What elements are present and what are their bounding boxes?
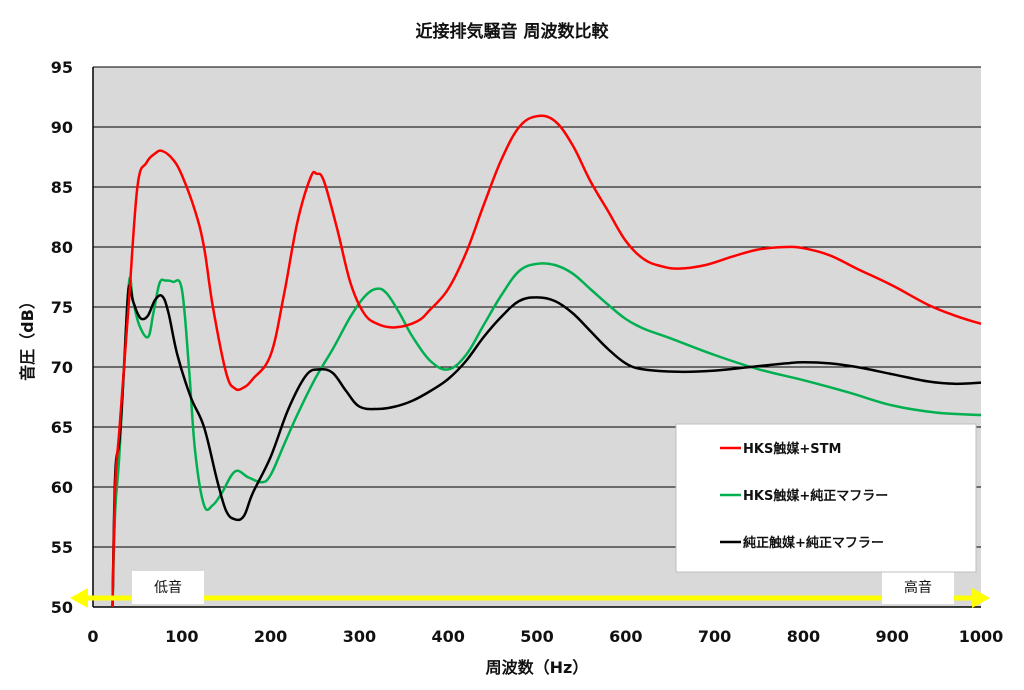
y-tick-label: 75 [51, 298, 73, 317]
legend-label: HKS触媒+純正マフラー [743, 488, 888, 504]
y-tick-label: 55 [51, 538, 73, 557]
y-tick-label: 50 [51, 598, 73, 617]
y-tick-label: 65 [51, 418, 73, 437]
gridlines [92, 66, 981, 608]
series-line-2 [111, 284, 982, 608]
high-label-box [882, 571, 954, 604]
series-line-1 [111, 261, 982, 608]
x-tick-label: 600 [609, 627, 642, 646]
chart-title: 近接排気騒音 周波数比較 [416, 21, 610, 42]
y-axis-ticks: 50 55 60 65 70 75 80 85 90 95 [51, 58, 73, 617]
low-label: 低音 [154, 579, 182, 596]
x-tick-label: 900 [875, 627, 908, 646]
x-tick-label: 400 [431, 627, 464, 646]
frequency-range-arrow: 低音 高音 [70, 571, 990, 608]
arrow-right-head [972, 588, 990, 608]
arrow-left-head [70, 588, 88, 608]
y-tick-label: 80 [51, 238, 73, 257]
x-tick-label: 300 [343, 627, 376, 646]
low-label-box [132, 571, 204, 604]
legend-label: HKS触媒+STM [743, 441, 841, 457]
y-axis-label: 音圧（dB） [18, 293, 37, 381]
x-tick-label: 200 [254, 627, 287, 646]
x-tick-label: 700 [698, 627, 731, 646]
series-line-0 [111, 114, 982, 608]
legend-label: 純正触媒+純正マフラー [743, 535, 884, 551]
x-tick-label: 500 [520, 627, 553, 646]
x-tick-label: 800 [787, 627, 820, 646]
y-tick-label: 60 [51, 478, 73, 497]
x-axis-label: 周波数（Hz） [486, 658, 589, 677]
y-tick-label: 95 [51, 58, 73, 77]
high-label: 高音 [904, 579, 932, 596]
x-tick-label: 1000 [959, 627, 1004, 646]
y-tick-label: 70 [51, 358, 73, 377]
series-lines [111, 114, 982, 608]
x-tick-label: 100 [165, 627, 198, 646]
y-tick-label: 90 [51, 118, 73, 137]
x-tick-label: 0 [87, 627, 98, 646]
y-tick-label: 85 [51, 178, 73, 197]
x-axis-ticks: 0 100 200 300 400 500 600 700 800 900 1000 [87, 627, 1003, 646]
